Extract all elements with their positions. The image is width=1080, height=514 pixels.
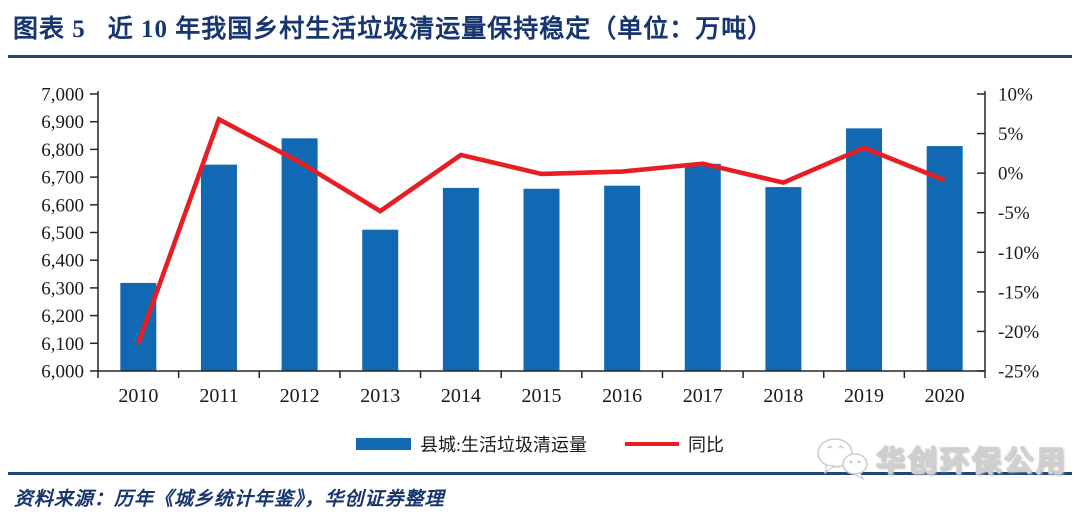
line-series-swatch [625,441,679,447]
x-axis-label: 2018 [763,385,803,407]
x-axis-label: 2014 [441,385,481,407]
right-axis-label: -20% [998,322,1039,343]
left-axis-label: 7,000 [41,85,84,106]
bar-series-swatch [355,438,411,450]
x-axis-label: 2013 [360,385,400,407]
legend-item-line-series: 同比 [625,431,724,457]
left-axis-label: 6,600 [41,195,84,216]
bar-2017 [684,163,721,371]
left-axis-label: 6,900 [41,112,84,133]
left-axis-label: 6,700 [41,168,84,189]
left-axis-label: 6,200 [41,306,84,327]
right-axis-label: -10% [998,243,1039,264]
bar-2012 [281,138,318,371]
legend-item-bar-series: 县城:生活垃圾清运量 [355,431,587,457]
bar-2016 [604,185,641,371]
combo-chart: 6,000 6,100 6,200 6,300 6,400 6,500 6,600 6,700… [41,85,1039,408]
left-axis-label: 6,400 [41,251,84,272]
bar-2010 [120,282,157,371]
bar-series-label: 县城:生活垃圾清运量 [419,435,587,455]
bar-2018 [765,187,802,371]
figure-number: 图表 5 [13,16,86,43]
x-axis-label: 2010 [118,385,158,407]
right-axis-label: 0% [998,164,1024,185]
figure-title-text: 近 10 年我国乡村生活垃圾清运量保持稳定（单位：万吨） [107,16,774,43]
x-axis-label: 2015 [522,385,562,407]
left-axis-label: 6,000 [41,362,84,383]
left-axis-label: 6,800 [41,140,84,161]
footer-divider-line [8,472,1072,475]
left-axis-label: 6,500 [41,223,84,244]
left-axis-label: 6,300 [41,278,84,299]
chart-legend: 县城:生活垃圾清运量 同比 [0,432,1080,456]
x-axis-label: 2019 [844,385,884,407]
left-axis-label: 6,100 [41,334,84,355]
x-axis-label: 2012 [280,385,320,407]
figure-footer: 资料来源：历年《城乡统计年鉴》，华创证券整理 [0,472,1080,511]
x-axis-label: 2020 [925,385,965,407]
right-axis-label: -15% [998,282,1039,303]
bar-2020 [926,146,963,371]
bar-2011 [200,164,237,371]
bar-2015 [523,188,560,371]
right-axis-label: 10% [998,85,1033,106]
right-axis-label: 5% [998,124,1024,145]
line-series-label: 同比 [688,435,724,455]
bar-2019 [846,128,883,371]
source-note: 资料来源：历年《城乡统计年鉴》，华创证券整理 [14,489,445,510]
bar-2013 [362,229,399,371]
right-axis-label: -5% [998,203,1030,224]
bar-2014 [442,187,479,371]
yoy-line [136,116,946,345]
x-axis-label: 2011 [199,385,238,407]
x-axis-label: 2017 [683,385,723,407]
title-divider-line [8,55,1072,58]
figure-title: 图表 5 近 10 年我国乡村生活垃圾清运量保持稳定（单位：万吨） [0,0,1080,45]
right-axis-label: -25% [998,362,1039,383]
x-axis-label: 2016 [602,385,642,407]
